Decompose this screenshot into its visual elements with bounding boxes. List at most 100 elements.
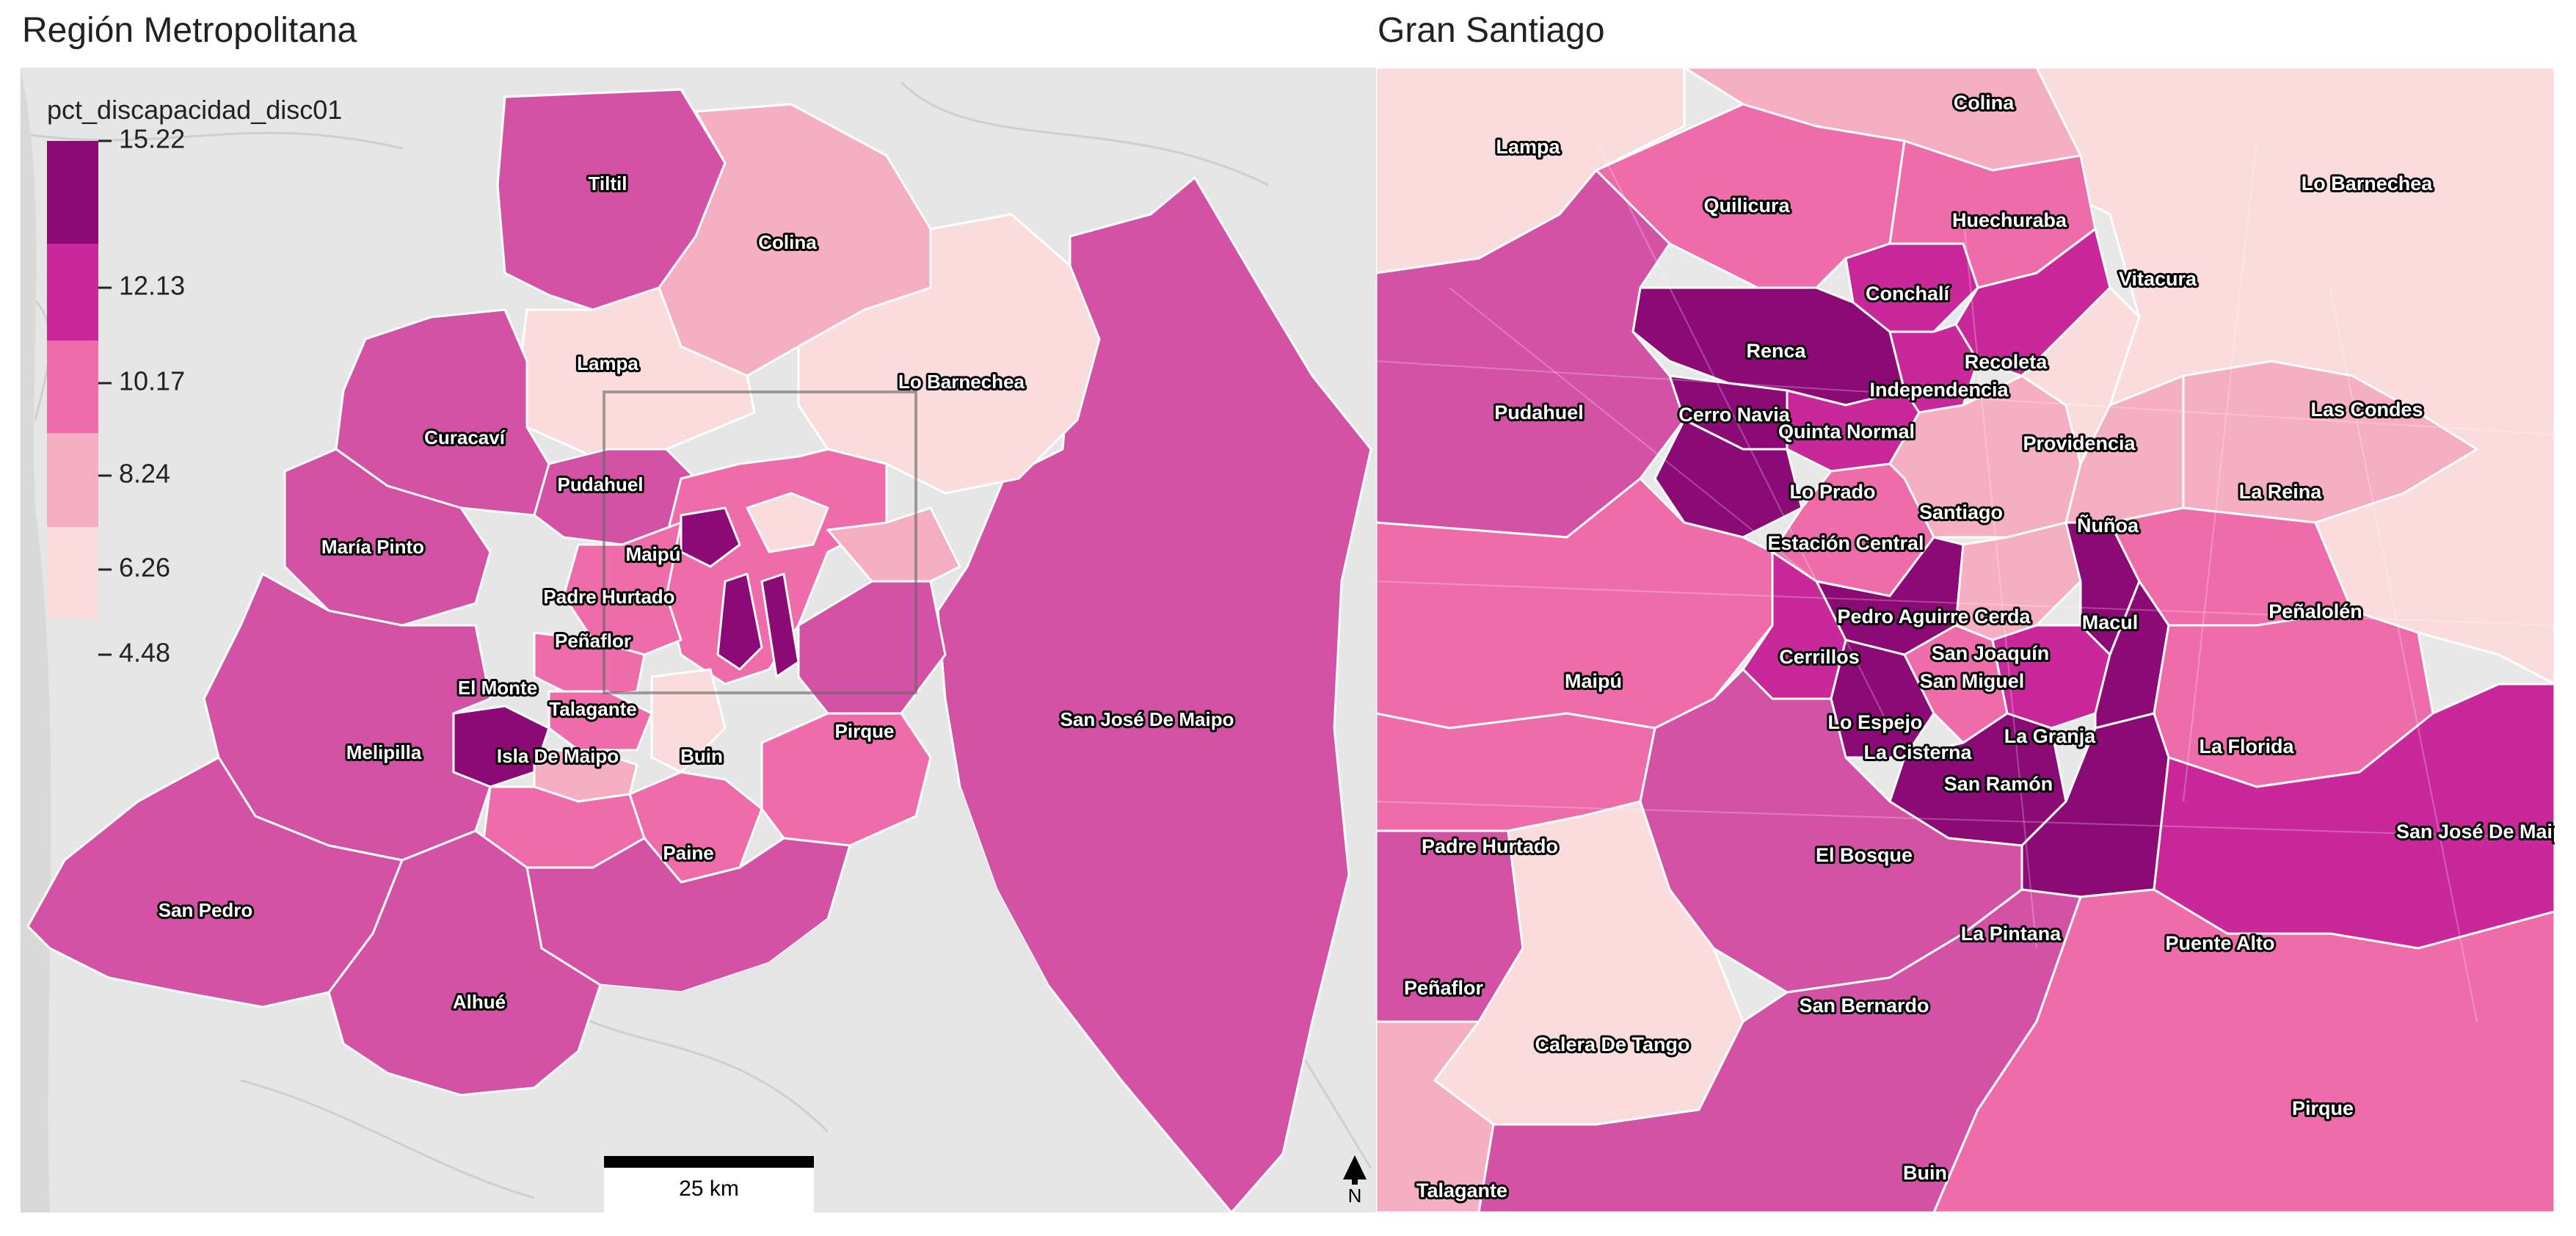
- comuna-cerro-navia-renca[interactable]: [680, 506, 741, 568]
- legend: pct_discapacidad_disc01 15.22 12.13 10.1…: [47, 95, 342, 668]
- label-penaflor: Peñaflor: [555, 630, 631, 652]
- label-vitacura: Vitacura: [2119, 268, 2197, 290]
- rural-gap: [600, 787, 1048, 1044]
- label-recoleta: Recoleta: [1965, 351, 2048, 373]
- label-isla-de-maipo: Isla De Maipo: [497, 745, 619, 767]
- comuna-melipilla[interactable]: [203, 572, 492, 862]
- label-colina: Colina: [1954, 92, 2015, 114]
- legend-swatch-4: [47, 433, 98, 527]
- comuna-calera-de-tango[interactable]: [650, 668, 727, 774]
- label-san-ramon: San Ramón: [1944, 773, 2053, 795]
- label-lo-espejo: Lo Espejo: [1827, 711, 1922, 733]
- label-la-pintana: La Pintana: [1961, 923, 2062, 945]
- label-tiltil: Tiltil: [589, 172, 627, 195]
- legend-swatch-1: [47, 141, 98, 244]
- scale-bar-label: 25 km: [679, 1177, 739, 1201]
- label-pirque: Pirque: [2292, 1097, 2354, 1119]
- label-lampa: Lampa: [577, 352, 638, 374]
- comuna-south-core-a[interactable]: [716, 572, 763, 671]
- label-alhue: Alhué: [453, 991, 506, 1013]
- comuna-san-jose-de-maipo[interactable]: [936, 176, 1372, 1213]
- label-la-granja: La Granja: [2004, 725, 2097, 747]
- legend-break-5: 6.26: [119, 553, 170, 583]
- label-san-miguel: San Miguel: [1920, 670, 2025, 692]
- comuna-lo-prado[interactable]: [1653, 418, 1803, 539]
- gran-santiago-map[interactable]: Colina Lampa Lo Barnechea Quilicura Huec…: [1376, 68, 2555, 1213]
- label-buin: Buin: [680, 745, 723, 767]
- label-la-cisterna: La Cisterna: [1863, 741, 1972, 763]
- comuna-san-ramon[interactable]: [1991, 624, 2111, 730]
- label-lo-barnechea: Lo Barnechea: [2302, 172, 2434, 195]
- label-talagante: Talagante: [549, 698, 636, 720]
- label-santiago: Santiago: [1919, 501, 2003, 523]
- label-penalolen: Peñalolén: [2268, 600, 2362, 622]
- street-texture: [1376, 140, 2555, 1022]
- comuna-la-florida-area[interactable]: [826, 506, 961, 583]
- labels-right: Colina Lampa Lo Barnechea Quilicura Huec…: [1402, 90, 2555, 1204]
- label-buin: Buin: [1903, 1162, 1947, 1184]
- label-paine: Paine: [663, 842, 713, 864]
- label-huechuraba: Huechuraba: [1952, 209, 2067, 231]
- label-renca: Renca: [1746, 340, 1806, 362]
- legend-break-2: 12.13: [119, 271, 185, 301]
- label-san-jose-de-maipo: San José De Maipo: [1060, 708, 1234, 730]
- comuna-maria-pinto[interactable]: [283, 448, 492, 627]
- comunas-left: [26, 88, 1372, 1213]
- legend-break-1: 15.22: [119, 124, 185, 154]
- label-maipu: Maipú: [1565, 670, 1622, 692]
- label-macul: Macul: [2082, 611, 2139, 633]
- label-puente-alto: Puente Alto: [2165, 932, 2274, 954]
- label-las-condes: Las Condes: [2310, 399, 2423, 421]
- scale-bar-line: [604, 1156, 814, 1168]
- region-metropolitana-map[interactable]: pct_discapacidad_disc01 15.22 12.13 10.1…: [21, 68, 1376, 1213]
- comuna-pirque[interactable]: [760, 712, 932, 847]
- label-pudahuel: Pudahuel: [1494, 401, 1584, 423]
- label-maipu: Maipú: [625, 543, 680, 565]
- label-lo-prado: Lo Prado: [1789, 481, 1875, 503]
- label-quilicura: Quilicura: [1703, 195, 1790, 217]
- label-melipilla: Melipilla: [346, 741, 422, 763]
- label-san-jose-de-maipo: San José De Maipo: [2396, 821, 2555, 843]
- label-san-pedro: San Pedro: [159, 899, 253, 921]
- label-san-joaquin: San Joaquín: [1932, 642, 2050, 664]
- label-colina: Colina: [758, 231, 817, 253]
- label-penaflor: Peñaflor: [1404, 977, 1484, 999]
- label-nunoa: Ñuñoa: [2077, 514, 2139, 537]
- label-cerro-navia: Cerro Navia: [1678, 404, 1791, 426]
- legend-break-3: 10.17: [119, 366, 185, 396]
- zoom-extent-box: [603, 390, 917, 694]
- label-la-reina: La Reina: [2239, 481, 2323, 503]
- label-independencia: Independencia: [1869, 379, 2009, 401]
- label-padre-hurtado: Padre Hurtado: [1422, 835, 1558, 857]
- label-pirque: Pirque: [835, 720, 895, 742]
- right-panel-title: Gran Santiago: [1378, 11, 1605, 50]
- label-lampa: Lampa: [1496, 136, 1560, 158]
- comuna-maipu[interactable]: [562, 521, 683, 656]
- comuna-providencia[interactable]: [2020, 286, 2141, 465]
- label-maria-pinto: María Pinto: [321, 536, 424, 558]
- label-la-florida: La Florida: [2199, 735, 2294, 757]
- label-providencia: Providencia: [2023, 432, 2136, 454]
- comuna-providencia-area[interactable]: [746, 492, 829, 553]
- label-curacavi: Curacaví: [424, 426, 506, 448]
- legend-title: pct_discapacidad_disc01: [47, 95, 342, 125]
- legend-swatch-3: [47, 341, 98, 433]
- label-padre-hurtado: Padre Hurtado: [543, 586, 674, 608]
- label-talagante: Talagante: [1416, 1179, 1507, 1202]
- label-estacion-central: Estación Central: [1767, 532, 1924, 554]
- north-arrow-icon: [1343, 1155, 1367, 1185]
- labels-left: Tiltil Colina Lampa Lo Barnechea Curacav…: [156, 170, 1237, 1015]
- label-lo-barnechea: Lo Barnechea: [898, 371, 1025, 393]
- legend-swatch-2: [47, 244, 98, 341]
- label-calera-de-tango: Calera De Tango: [1535, 1033, 1689, 1055]
- scale-bar: 25 km: [604, 1156, 814, 1213]
- left-panel-title: Región Metropolitana: [22, 11, 357, 50]
- label-san-bernardo: San Bernardo: [1799, 995, 1929, 1017]
- legend-break-4: 8.24: [119, 459, 170, 489]
- comuna-pirque[interactable]: [1932, 888, 2555, 1213]
- legend-break-6: 4.48: [119, 638, 170, 668]
- label-pedro-aguirre-cerda: Pedro Aguirre Cerda: [1837, 606, 2031, 628]
- label-pudahuel: Pudahuel: [557, 473, 643, 495]
- north-arrow-label: N: [1348, 1185, 1362, 1207]
- label-el-monte: El Monte: [458, 677, 537, 699]
